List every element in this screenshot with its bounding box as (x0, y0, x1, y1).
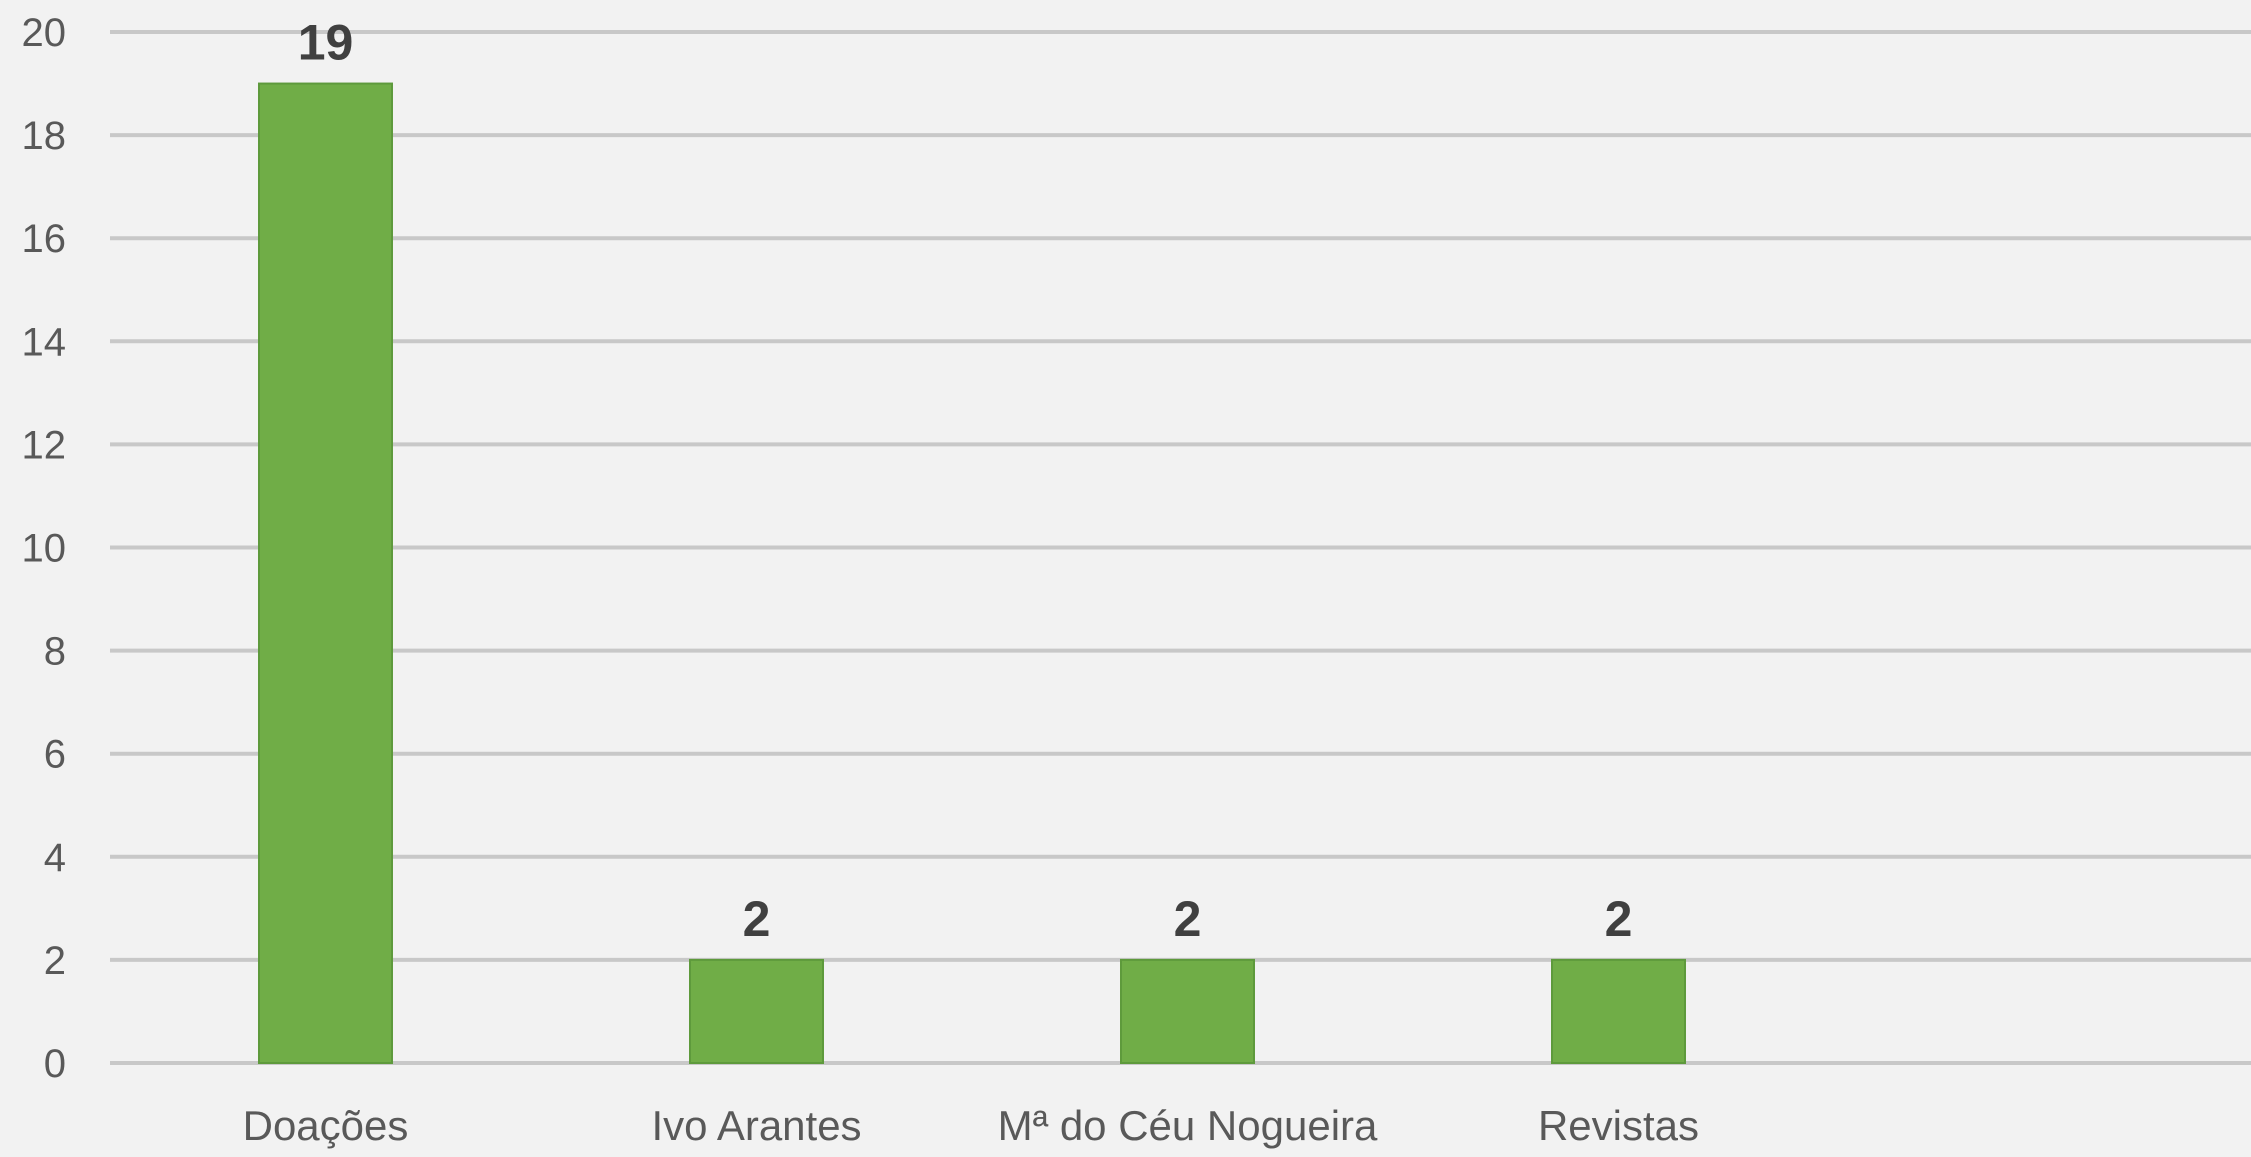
x-axis-category-labels: Doações Ivo Arantes Mª do Céu Nogueira Revi… (243, 1102, 1699, 1149)
category-label: Doações (243, 1102, 409, 1149)
category-label: Revistas (1538, 1102, 1699, 1149)
data-label: 2 (1605, 891, 1633, 947)
category-label: Mª do Céu Nogueira (998, 1102, 1378, 1149)
bar (1120, 958, 1255, 1065)
y-tick-label: 4 (44, 836, 66, 880)
y-tick-label: 0 (44, 1042, 66, 1086)
y-tick-label: 14 (22, 320, 67, 364)
y-tick-label: 10 (22, 527, 67, 571)
bar (1551, 958, 1686, 1065)
category-label: Ivo Arantes (651, 1102, 861, 1149)
y-tick-label: 20 (22, 11, 67, 55)
y-tick-label: 12 (22, 423, 67, 467)
y-tick-label: 2 (44, 939, 66, 983)
gridlines (110, 30, 2251, 1065)
bars (258, 82, 1686, 1065)
data-labels: 19 2 2 2 (298, 15, 1633, 947)
bar (689, 958, 824, 1065)
y-tick-label: 8 (44, 630, 66, 674)
data-label: 2 (1174, 891, 1202, 947)
data-label: 2 (743, 891, 771, 947)
y-axis-tick-labels: 0 2 4 6 8 10 12 14 16 18 20 (22, 11, 67, 1086)
bar (258, 82, 393, 1065)
data-label: 19 (298, 15, 354, 71)
y-tick-label: 18 (22, 114, 67, 158)
y-tick-label: 16 (22, 217, 67, 261)
y-tick-label: 6 (44, 733, 66, 777)
